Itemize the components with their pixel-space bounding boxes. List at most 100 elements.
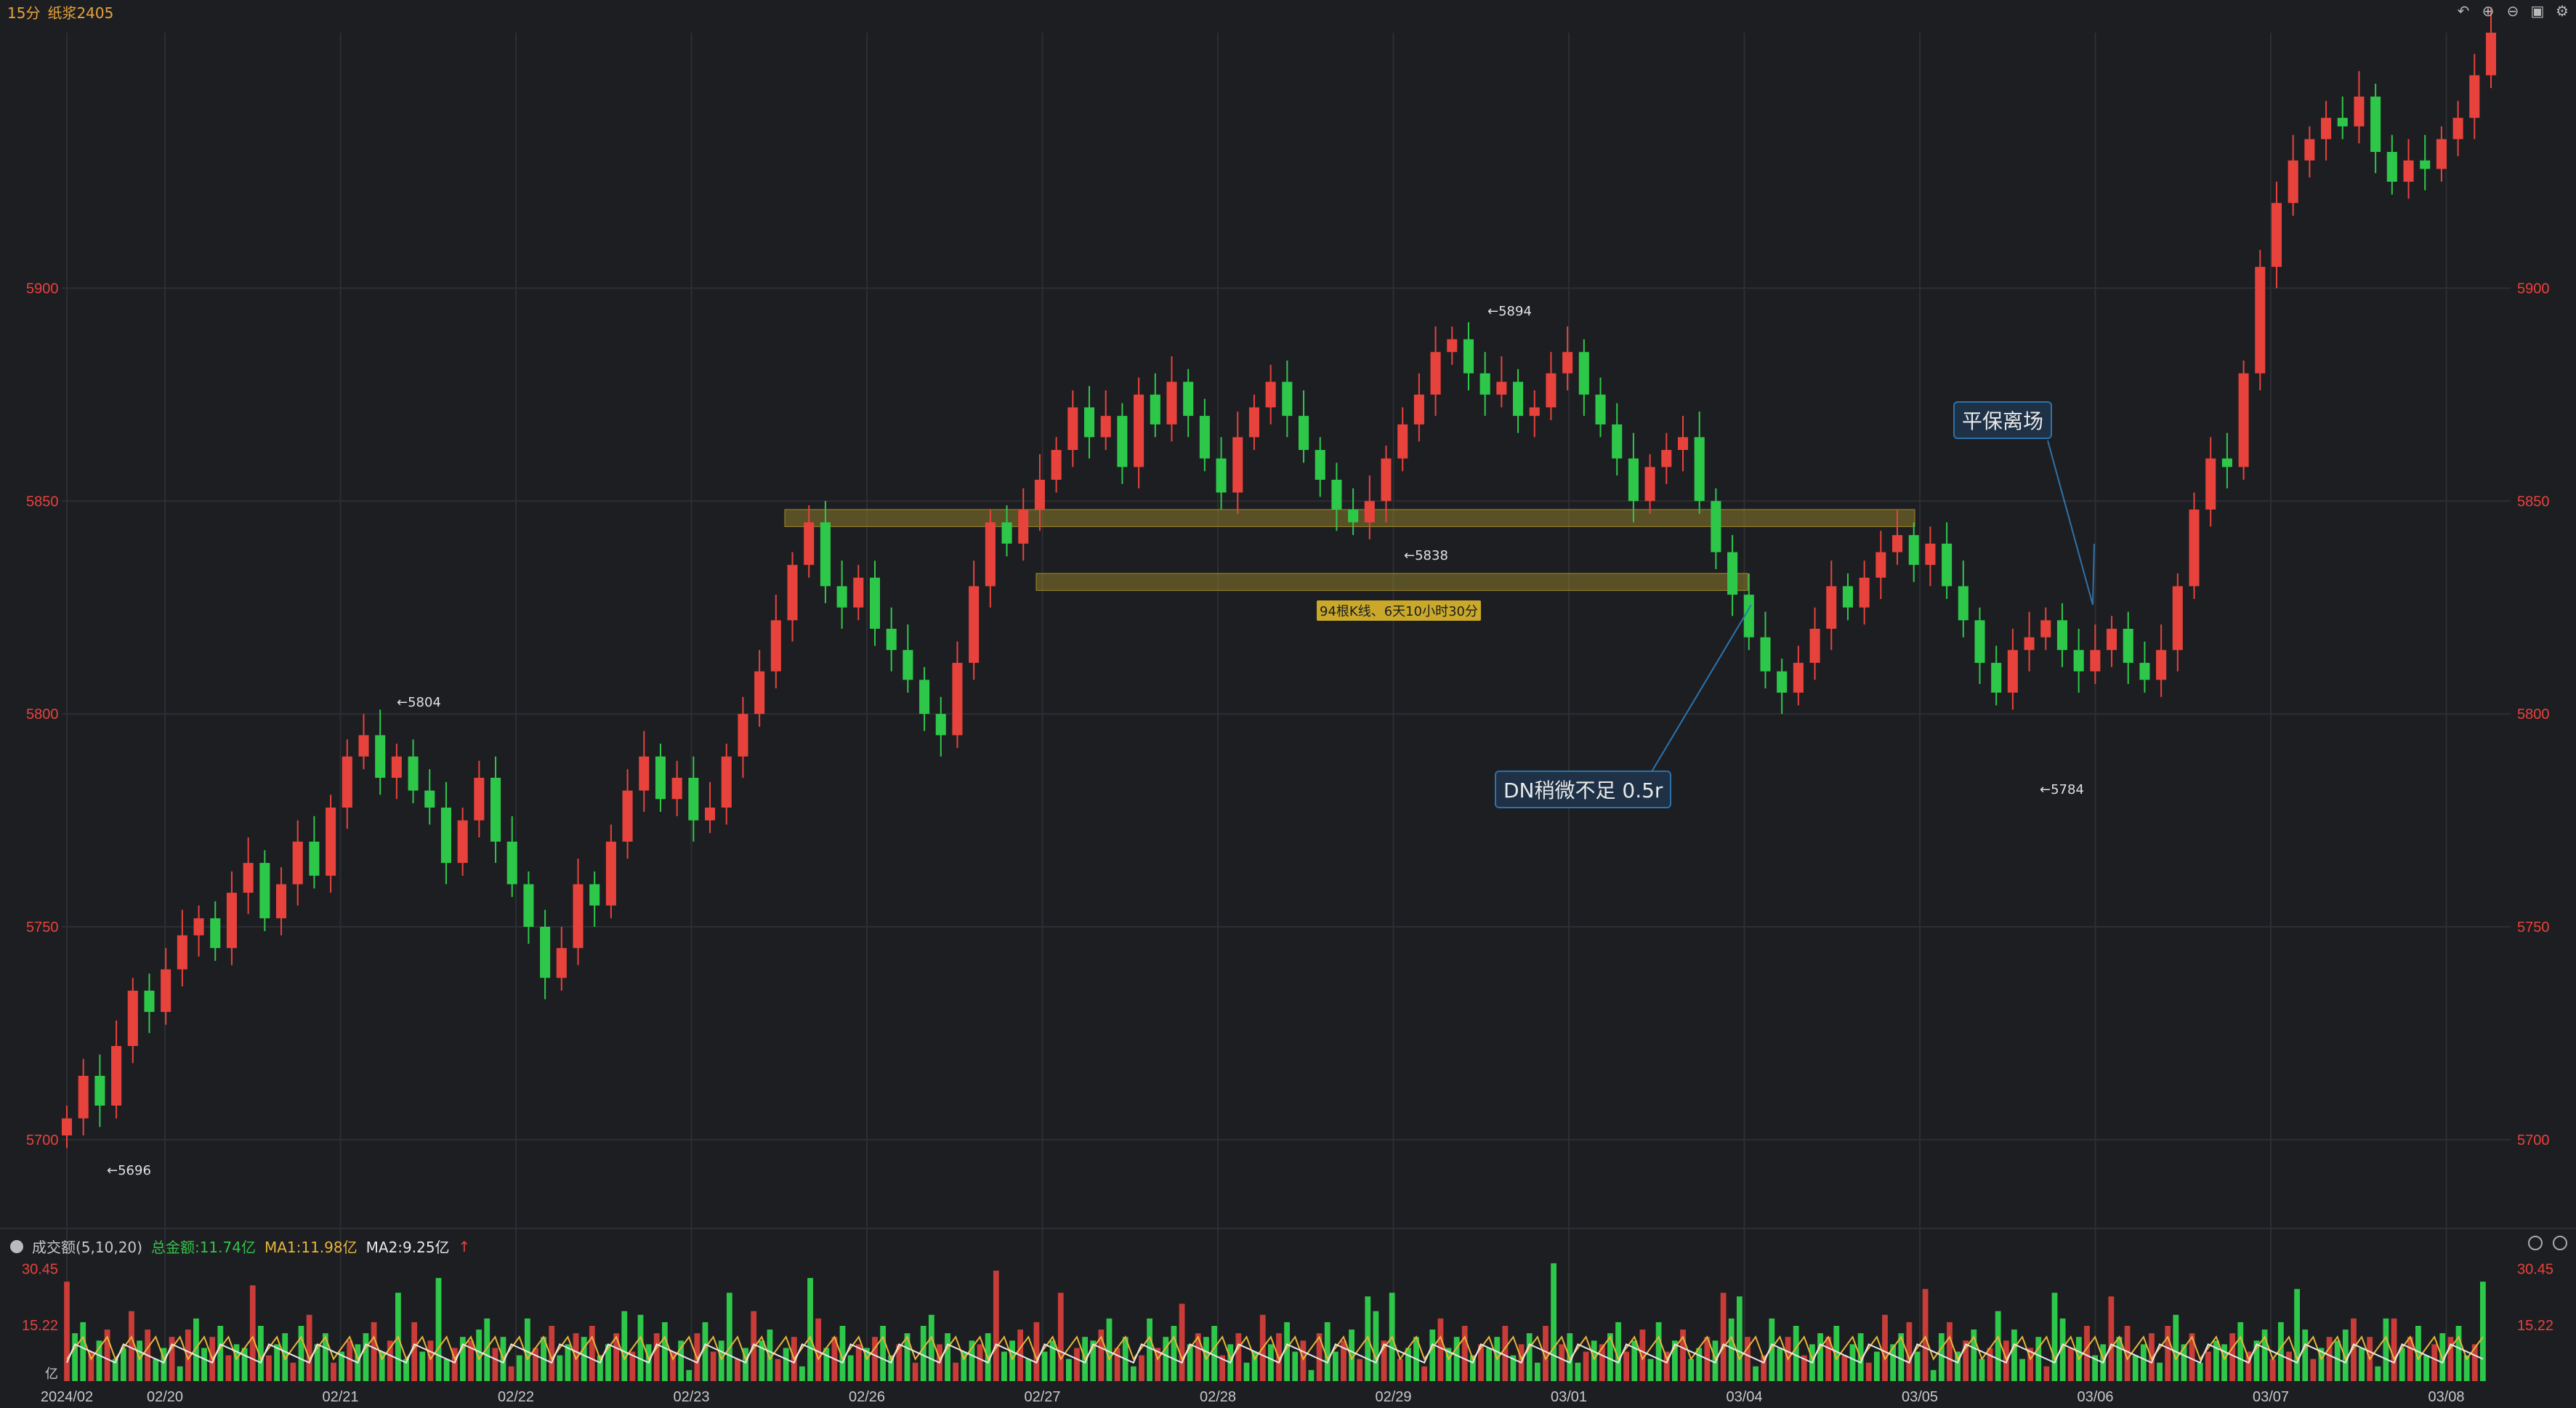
candle-body[interactable] [457,820,468,864]
candle-body[interactable] [886,629,897,651]
candle-body[interactable] [78,1076,89,1119]
candle-body[interactable] [1150,394,1160,425]
candle-body[interactable] [1546,373,1556,408]
candle-body[interactable] [1793,662,1804,693]
candle-body[interactable] [193,918,204,936]
candle-body[interactable] [391,756,402,778]
candle-body[interactable] [2024,637,2035,651]
candle-body[interactable] [161,969,171,1013]
exit-annotation[interactable]: 平保离场 [1953,401,2053,439]
candle-body[interactable] [639,756,650,791]
candle-body[interactable] [1908,535,1919,566]
candle-body[interactable] [2139,662,2150,680]
candle-body[interactable] [1974,620,1985,663]
candle-body[interactable] [1018,510,1029,544]
candle-body[interactable] [919,680,930,715]
candle-body[interactable] [1644,467,1655,502]
candle-body[interactable] [2304,139,2315,161]
candle-body[interactable] [935,714,946,736]
candle-body[interactable] [1891,535,1903,552]
candle-body[interactable] [952,662,963,736]
candle-body[interactable] [1513,382,1524,417]
candle-body[interactable] [605,841,616,906]
candle-body[interactable] [1958,586,1969,621]
candle-body[interactable] [2288,160,2298,204]
candle-body[interactable] [1067,407,1078,450]
candle-body[interactable] [589,884,600,906]
volume-indicator-label[interactable]: 成交额(5,10,20) [32,1239,142,1256]
candle-body[interactable] [243,863,254,893]
candle-body[interactable] [2436,139,2447,169]
candle-body[interactable] [2156,650,2167,680]
candle-body[interactable] [1199,416,1210,459]
candle-body[interactable] [1842,586,1853,608]
candle-body[interactable] [1397,424,1408,459]
candle-body[interactable] [94,1076,105,1106]
candle-body[interactable] [259,863,270,919]
candle-body[interactable] [622,790,633,842]
candle-body[interactable] [2205,458,2216,510]
candle-body[interactable] [2420,160,2431,169]
candle-body[interactable] [1942,543,1953,587]
candle-body[interactable] [1694,437,1705,502]
candle-body[interactable] [490,778,501,842]
candle-body[interactable] [969,586,980,663]
candle-body[interactable] [2403,160,2414,182]
candle-body[interactable] [275,884,287,919]
candle-body[interactable] [2321,118,2332,140]
candle-body[interactable] [2255,267,2266,374]
candle-body[interactable] [2107,629,2117,651]
candle-body[interactable] [1166,382,1177,425]
candle-body[interactable] [1447,339,1458,353]
candle-body[interactable] [358,735,369,757]
candle-body[interactable] [573,884,584,949]
candle-body[interactable] [1479,373,1490,395]
candle-body[interactable] [2007,650,2018,693]
candle-body[interactable] [671,778,682,800]
candle-body[interactable] [1562,352,1573,374]
candle-body[interactable] [2073,650,2084,672]
candle-body[interactable] [1876,552,1886,578]
zoom-out-icon[interactable]: ⊖ [2506,2,2519,20]
candle-body[interactable] [2090,650,2101,672]
candle-body[interactable] [177,935,187,970]
candle-body[interactable] [226,893,237,949]
candle-body[interactable] [853,577,864,608]
candle-body[interactable] [1677,437,1689,450]
candle-body[interactable] [1248,407,1259,438]
candle-body[interactable] [1711,501,1721,552]
candle-body[interactable] [721,756,732,808]
candle-body[interactable] [2238,373,2249,467]
candle-body[interactable] [2485,33,2497,76]
candle-body[interactable] [1315,450,1325,480]
candle-body[interactable] [1100,416,1111,438]
candle-body[interactable] [144,990,155,1013]
candle-body[interactable] [820,522,831,587]
candle-body[interactable] [523,884,534,927]
candle-body[interactable] [1232,437,1243,493]
candle-body[interactable] [1117,416,1128,467]
candle-body[interactable] [787,565,798,621]
candle-body[interactable] [540,927,551,978]
candle-body[interactable] [1496,382,1507,395]
candle-body[interactable] [1001,522,1012,544]
candle-body[interactable] [61,1118,73,1135]
candle-body[interactable] [869,577,881,629]
candle-body[interactable] [424,790,435,808]
window-icon[interactable]: ▣ [2530,2,2545,20]
candle-body[interactable] [556,948,567,978]
dn-annotation[interactable]: DN稍微不足 0.5r [1495,771,1672,808]
candle-body[interactable] [1463,339,1474,374]
candle-body[interactable] [210,918,221,949]
candle-body[interactable] [1595,394,1606,425]
symbol-label[interactable]: 纸浆2405 [47,4,114,22]
candle-body[interactable] [738,714,748,757]
candle-body[interactable] [375,735,386,778]
candle-body[interactable] [2172,586,2183,651]
candle-body[interactable] [408,756,419,791]
candle-body[interactable] [2337,118,2348,126]
candle-body[interactable] [1661,450,1672,467]
candle-body[interactable] [2386,152,2397,182]
undo-icon[interactable]: ↶ [2457,2,2470,20]
period-label[interactable]: 15分 [7,4,41,22]
